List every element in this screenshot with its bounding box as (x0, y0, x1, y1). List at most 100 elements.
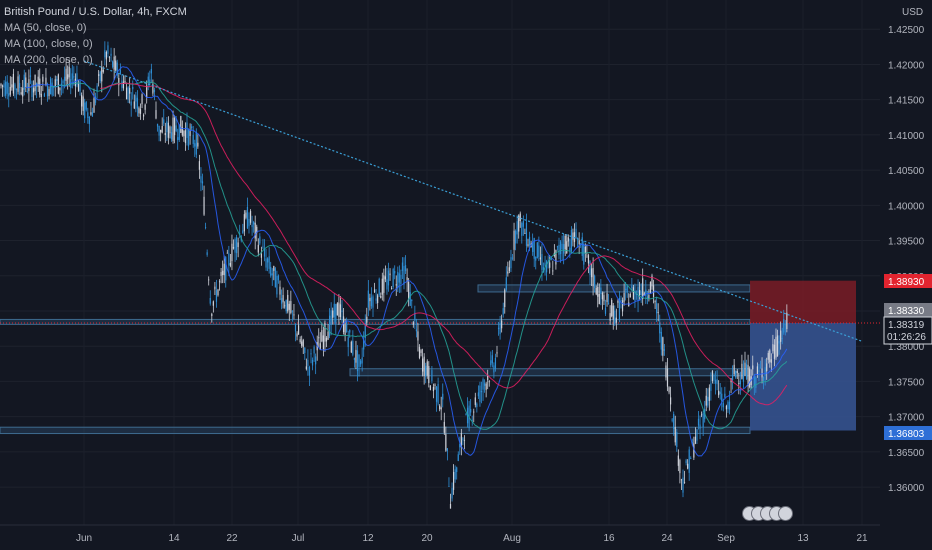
candle-body (94, 96, 97, 103)
candle-body (367, 290, 369, 308)
candle-body (631, 285, 633, 288)
moving-averages (25, 66, 788, 457)
candle-body (254, 222, 256, 239)
candle-body (11, 84, 13, 88)
time-tick-label: Aug (503, 533, 521, 544)
candle-body (60, 83, 63, 86)
candle-body (735, 370, 737, 378)
candle-body (158, 125, 160, 136)
candle-body (319, 343, 321, 350)
candle-body (479, 385, 481, 402)
candle-body (392, 268, 394, 287)
candle-body (56, 79, 58, 81)
price-tick-label: 1.37500 (888, 377, 925, 388)
target-price-label: 1.36803 (888, 429, 925, 440)
candle-body (42, 76, 44, 82)
candle-body (432, 386, 435, 392)
candle-body (9, 86, 11, 95)
candle-body (409, 292, 411, 306)
candle-body (502, 308, 504, 315)
candle-body (139, 109, 142, 114)
candle-body (249, 210, 252, 223)
ma50-legend[interactable]: MA (50, close, 0) (4, 22, 87, 34)
candle-body (46, 85, 49, 97)
candle-countdown: 01:26:26 (887, 332, 926, 343)
candle-body (749, 368, 751, 388)
candle-body (305, 366, 307, 370)
candle-body (361, 357, 363, 364)
candle-body (347, 337, 349, 348)
candle-body (208, 279, 210, 281)
candle-body (389, 273, 391, 276)
candle-body (360, 360, 362, 365)
event-markers[interactable] (742, 504, 794, 524)
candle-body (62, 80, 64, 84)
ma100-legend[interactable]: MA (100, close, 0) (4, 38, 93, 50)
candle-body (518, 215, 520, 232)
candle-body (394, 270, 396, 274)
candle-body (780, 330, 782, 342)
candle-body (687, 463, 689, 469)
candle-body (663, 349, 665, 351)
candle-body (284, 305, 286, 307)
candle-body (107, 45, 109, 54)
candle-body (541, 254, 543, 270)
time-axis[interactable]: Jun 14 22 Jul 12 20 Aug 16 24 Sep 13 21 (0, 524, 932, 550)
candle-body (40, 93, 42, 97)
candle-body (425, 365, 427, 377)
candle-body (451, 488, 453, 499)
candle-body (683, 481, 686, 483)
candle-body (209, 298, 211, 304)
candle-body (6, 81, 8, 94)
candle-body (445, 434, 447, 451)
candle-body (217, 289, 219, 296)
candle-body (184, 130, 187, 144)
candle-body (28, 79, 30, 92)
candle-body (621, 300, 624, 312)
price-tick-label: 1.41000 (888, 131, 925, 142)
event-icon[interactable] (778, 506, 793, 521)
price-axis[interactable]: USD 1.42500 1.42000 1.41500 1.41000 1.40500 1… (880, 0, 932, 525)
candle-body (632, 287, 634, 300)
candle-body (118, 77, 120, 86)
candle-body (626, 286, 628, 293)
symbol-title[interactable]: British Pound / U.S. Dollar, 4h, FXCM (4, 6, 187, 18)
candle-body (474, 397, 476, 405)
candle-body (525, 222, 528, 246)
ma200-legend[interactable]: MA (200, close, 0) (4, 54, 93, 66)
candle-body (119, 69, 121, 75)
candle-body (401, 262, 404, 271)
candle-body (236, 237, 238, 254)
candle-body (125, 87, 128, 100)
candle-body (617, 300, 619, 303)
candle-body (473, 411, 475, 413)
candle-body (215, 290, 218, 302)
time-tick-label: 13 (797, 533, 809, 544)
trendline[interactable] (83, 60, 863, 342)
candle-body (738, 383, 740, 384)
candle-body (764, 367, 766, 377)
candle-body (285, 299, 287, 312)
candle-body (786, 312, 788, 329)
candle-body (222, 270, 224, 275)
candle-body (496, 352, 498, 354)
entry-price-badge (884, 303, 932, 317)
candle-body (280, 298, 283, 304)
candle-body (414, 312, 416, 321)
candle-body (490, 360, 492, 366)
candle-body (5, 81, 7, 96)
candle-body (544, 262, 546, 266)
candle-body (439, 405, 441, 410)
candle-body (45, 77, 47, 85)
candle-body (234, 238, 236, 253)
candle-body (130, 101, 132, 106)
candle-body (727, 401, 729, 410)
candle-body (662, 337, 664, 356)
candle-body (759, 367, 762, 369)
position-tool[interactable] (0, 280, 880, 431)
candle-body (437, 383, 439, 404)
candle-body (178, 124, 180, 140)
candle-body (242, 230, 244, 234)
chart-legend: British Pound / U.S. Dollar, 4h, FXCM MA… (4, 4, 187, 68)
